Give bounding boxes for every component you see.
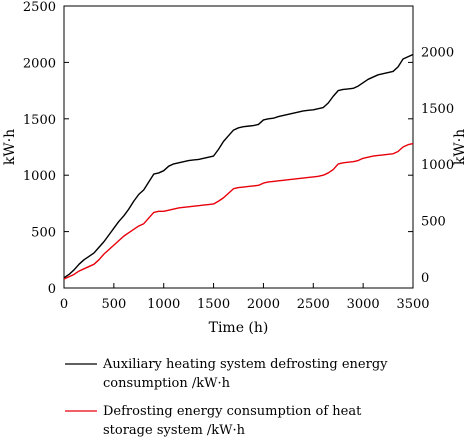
legend-label-heat-storage-line2: storage system /kW·h: [103, 423, 246, 438]
y-right-tick-label: 2000: [421, 45, 454, 60]
y-axis-left-title: kW·h: [2, 129, 18, 165]
legend-entry-heat-storage: Defrosting energy consumption of heat st…: [65, 404, 362, 438]
x-axis-title: Time (h): [209, 320, 269, 336]
x-axis-ticks: 0 500 1000 1500 2000 2500 3000 3500: [60, 283, 430, 312]
x-tick-label: 3500: [396, 297, 429, 312]
y-axis-left-ticks: 0 500 1000 1500 2000 2500: [23, 0, 69, 297]
y-right-tick-label: 1500: [421, 102, 454, 117]
legend-label-heat-storage-line1: Defrosting energy consumption of heat: [103, 404, 362, 419]
y-left-tick-label: 500: [31, 226, 56, 241]
plot-frame: [63, 5, 414, 289]
y-left-tick-label: 1500: [23, 113, 56, 128]
legend-label-auxiliary-line1: Auxiliary heating system defrosting ener…: [102, 357, 388, 372]
legend-entry-auxiliary: Auxiliary heating system defrosting ener…: [65, 357, 388, 391]
y-right-tick-label: 0: [421, 271, 429, 286]
y-axis-right-ticks: 0 500 1000 1500 2000 2500: [408, 0, 454, 289]
series-line-heat-storage: [63, 142, 414, 280]
x-tick-label: 2000: [247, 297, 280, 312]
x-tick-label: 3000: [347, 297, 380, 312]
x-tick-label: 500: [101, 297, 126, 312]
y-left-tick-label: 2000: [23, 56, 56, 71]
series-lines: [63, 53, 414, 280]
y-left-tick-label: 1000: [23, 169, 56, 184]
y-left-tick-label: 2500: [23, 0, 56, 15]
y-right-tick-label: 1000: [421, 158, 454, 173]
x-tick-label: 2500: [297, 297, 330, 312]
y-axis-right-title: kW·h: [452, 129, 468, 165]
legend: Auxiliary heating system defrosting ener…: [65, 357, 388, 438]
y-left-tick-label: 0: [48, 282, 56, 297]
y-right-tick-label: 500: [421, 215, 446, 230]
x-tick-label: 0: [60, 297, 68, 312]
x-tick-label: 1500: [197, 297, 230, 312]
series-line-auxiliary-heating: [63, 53, 414, 279]
y-right-tick-label: 2500: [421, 0, 454, 4]
legend-label-auxiliary-line2: consumption /kW·h: [103, 376, 231, 391]
x-tick-label: 1000: [147, 297, 180, 312]
